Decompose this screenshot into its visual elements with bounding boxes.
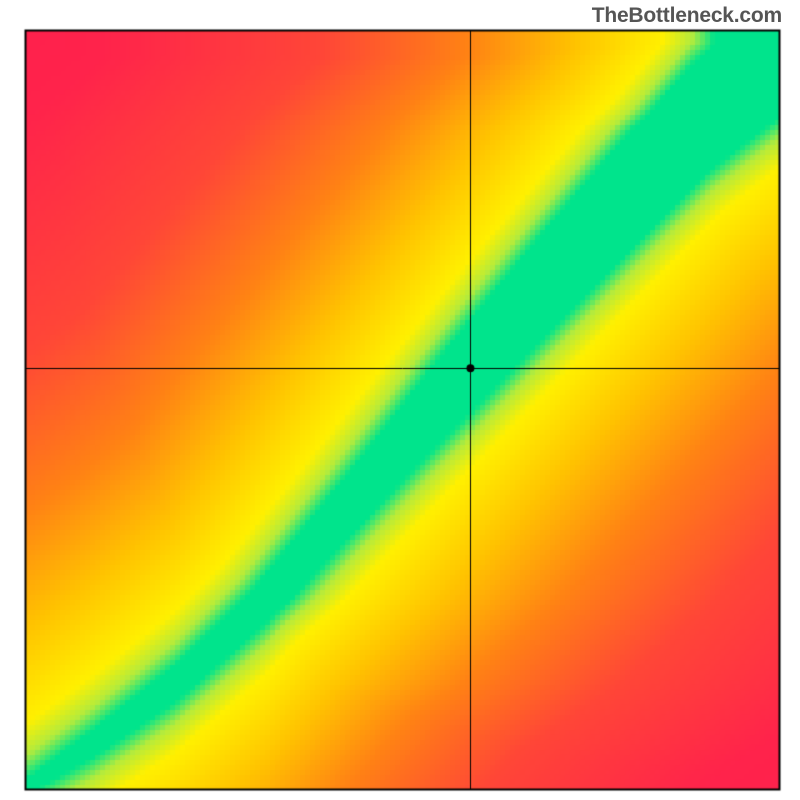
watermark-text: TheBottleneck.com <box>592 4 782 28</box>
chart-container: TheBottleneck.com <box>0 0 800 800</box>
heatmap-canvas <box>0 0 800 800</box>
